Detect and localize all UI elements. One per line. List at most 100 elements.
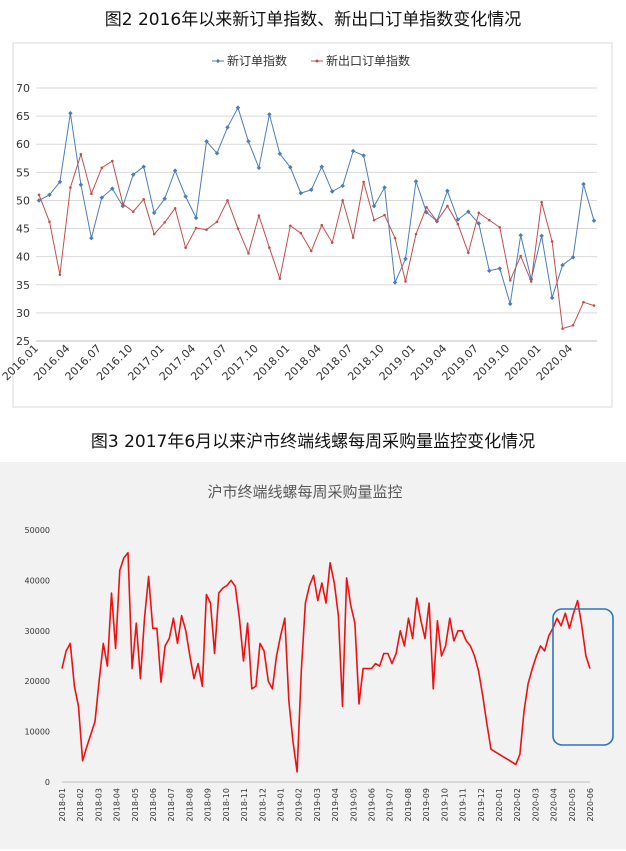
new-export-orders-point [152,232,156,236]
chart1-y-tick-label: 35 [16,279,30,292]
chart2-x-tick-label: 2019-01 [276,788,285,821]
chart2-x-tick-label: 2019-03 [313,788,322,821]
chart2-x-tick-label: 2018-05 [131,788,140,821]
new-export-orders-point [58,273,62,276]
new-orders-index-chart: 253035404550556065702016.012016.042016.0… [0,42,613,408]
legend-marker [215,58,221,64]
chart2-x-tick-label: 2019-09 [422,788,431,821]
series-line-new-export-orders [38,152,595,330]
new-orders-point [549,295,555,300]
new-orders-point [47,192,52,198]
new-export-orders-point [498,226,502,229]
new-export-orders-point [205,228,208,231]
chart2-x-tick-label: 2019-07 [386,788,395,821]
new-export-orders-point [173,207,177,210]
new-export-orders-point [582,300,585,304]
new-orders-point [57,179,63,185]
new-orders-point [319,164,324,169]
new-export-orders-point [540,200,543,204]
legend-label: 新出口订单指数 [326,53,410,68]
chart2-x-tick-label: 2018-09 [204,788,213,821]
chart2-y-tick-label: 40000 [25,576,50,585]
chart1-y-tick-label: 60 [16,138,30,151]
new-export-orders-point [247,251,250,255]
chart1-frame [12,42,613,408]
chart2-y-tick-label: 10000 [25,728,50,737]
new-orders-point [340,183,345,189]
new-export-orders-point [100,166,104,170]
new-export-orders-point [414,232,418,236]
new-export-orders-point [48,220,51,224]
chart2-x-tick-label: 2019-11 [459,788,468,821]
chart2-x-tick-label: 2018-02 [76,788,85,821]
new-export-orders-point [121,202,125,206]
chart2-x-tick-label: 2018-07 [167,788,176,821]
new-export-orders-point [351,236,355,239]
new-orders-point [392,280,398,285]
chart2-x-tick-label: 2018-03 [94,788,103,821]
new-export-orders-point [194,226,198,230]
chart1-y-tick-label: 70 [16,82,30,95]
new-export-orders-point [592,304,596,307]
chart2-background [0,462,626,849]
new-export-orders-point [571,323,575,327]
new-export-orders-point [487,218,491,222]
chart2-x-tick-label: 2020-03 [531,788,540,821]
new-export-orders-point [561,327,564,330]
chart1-y-tick-label: 65 [16,110,30,123]
new-orders-point [89,235,94,241]
chart2-x-tick-label: 2020-06 [586,788,595,821]
figure3-caption: 图3 2017年6月以来沪市终端线螺每周采购量监控变化情况 [90,432,536,452]
new-export-orders-point [236,227,240,230]
chart2-x-tick-label: 2018-01 [58,788,67,821]
new-export-orders-point [550,240,554,243]
new-orders-point [36,198,42,203]
chart2-x-tick-label: 2018-04 [113,788,122,821]
chart2-x-tick-label: 2019-08 [404,788,413,821]
new-export-orders-point [215,220,219,224]
new-export-orders-point [435,219,439,223]
new-orders-point [560,262,565,268]
chart2-x-tick-label: 2018-06 [149,788,158,821]
new-export-orders-point [508,278,512,282]
new-export-orders-point [37,193,41,197]
new-export-orders-point [330,241,334,244]
new-orders-point [487,268,492,273]
series-line-new-orders [38,106,595,305]
chart2-y-tick-label: 50000 [25,526,50,535]
new-export-orders-point [309,249,313,253]
new-orders-point [110,186,115,191]
new-export-orders-point [456,222,460,226]
new-export-orders-point [383,213,386,217]
weekly-purchase-line [61,551,591,773]
new-export-orders-point [404,280,407,283]
new-export-orders-point [184,246,187,249]
new-export-orders-point [372,218,376,222]
new-export-orders-point [299,231,303,235]
new-orders-point [329,189,335,194]
new-orders-point [476,221,482,226]
chart2-x-tick-label: 2019-10 [440,788,449,821]
chart2-x-tick-label: 2020-01 [495,788,504,821]
highlight-box [552,608,614,746]
chart2-x-tick-label: 2020-02 [513,788,522,821]
chart2-title: 沪市终端线螺每周采购量监控 [207,483,402,501]
chart2-x-tick-label: 2019-12 [477,788,486,821]
chart2-y-tick-label: 20000 [25,677,50,686]
new-export-orders-point [425,205,428,209]
weekly-rebar-purchase-chart: 沪市终端线螺每周采购量监控 0 10000 20000 30000 40000 50000… [0,462,626,849]
new-export-orders-point [477,211,481,215]
new-export-orders-point [79,153,83,156]
new-orders-point [288,165,293,170]
new-orders-point [507,301,513,307]
figure2-caption: 图2 2016年以来新订单指数、新出口订单指数变化情况 [104,10,522,30]
new-export-orders-point [519,254,522,258]
chart1-y-tick-label: 30 [16,307,30,320]
chart2-x-tick-label: 2019-05 [349,788,358,821]
legend-marker [315,59,319,63]
chart2-y-tick-label: 30000 [25,627,50,636]
new-export-orders-point [529,280,533,283]
new-export-orders-point [393,236,397,240]
new-export-orders-point [278,277,282,280]
chart2-x-tick-label: 2018-11 [240,788,249,821]
